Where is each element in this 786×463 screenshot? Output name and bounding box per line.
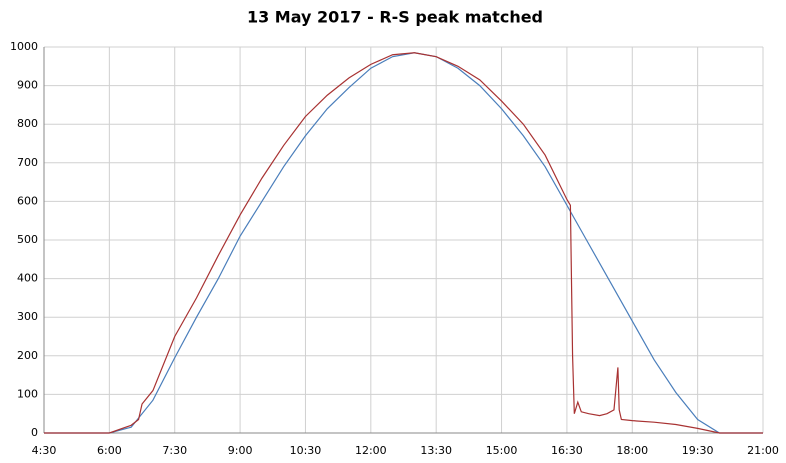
series-line (44, 52, 763, 434)
y-tick-label: 0 (31, 426, 38, 439)
x-tick-label: 9:00 (228, 444, 253, 457)
x-tick-label: 7:30 (162, 444, 187, 457)
y-tick-label: 700 (17, 156, 38, 169)
chart-title: 13 May 2017 - R-S peak matched (247, 8, 543, 27)
x-tick-label: 12:00 (355, 444, 387, 457)
y-tick-label: 200 (17, 349, 38, 362)
x-tick-label: 16:30 (551, 444, 583, 457)
x-tick-label: 18:00 (616, 444, 648, 457)
x-tick-label: 21:00 (747, 444, 779, 457)
y-tick-label: 100 (17, 387, 38, 400)
x-tick-label: 6:00 (97, 444, 122, 457)
x-tick-label: 19:30 (682, 444, 714, 457)
y-tick-label: 300 (17, 310, 38, 323)
x-tick-label: 4:30 (32, 444, 57, 457)
y-tick-label: 500 (17, 233, 38, 246)
x-tick-label: 13:30 (420, 444, 452, 457)
y-tick-label: 600 (17, 194, 38, 207)
x-tick-label: 10:30 (290, 444, 322, 457)
y-tick-label: 1000 (10, 40, 38, 53)
y-tick-label: 400 (17, 272, 38, 285)
x-tick-label: 15:00 (486, 444, 518, 457)
y-tick-label: 900 (17, 79, 38, 92)
y-tick-label: 800 (17, 117, 38, 130)
series-line (44, 52, 763, 434)
